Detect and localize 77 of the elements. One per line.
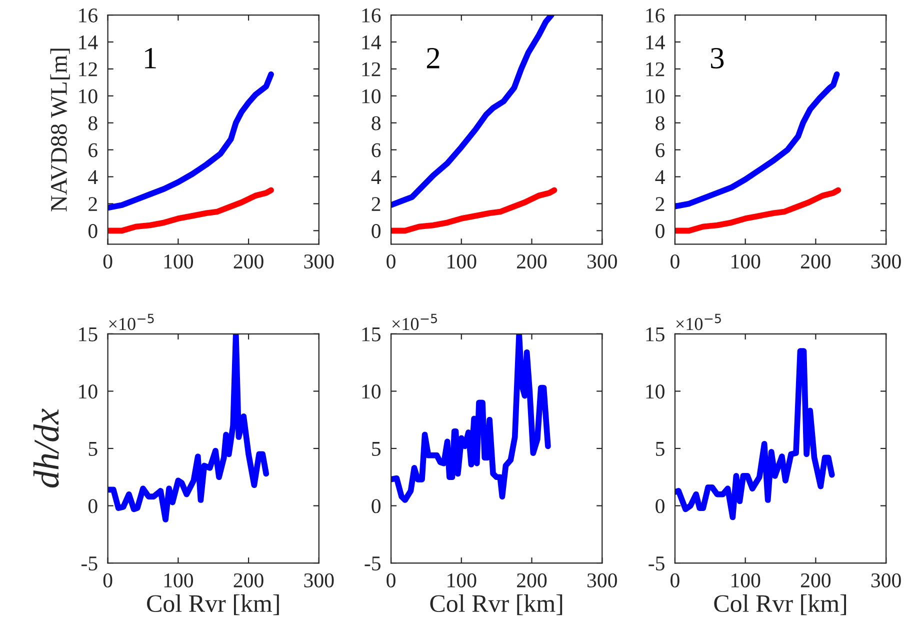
y-tick-label: -5 [82,556,98,570]
y-tick-label: 14 [362,35,381,50]
y-tick-label: 12 [362,62,380,76]
y-tick-label: 14 [79,35,98,50]
x-tick-label: 200 [800,573,831,588]
y-tick-label: 0 [656,224,664,238]
annotation: 1 [145,48,156,68]
x-tick-label: 0 [386,573,396,588]
x-tick-label: 0 [103,254,112,269]
y-tick-label: 10 [646,89,664,104]
x-tick-label: 200 [800,254,831,269]
text: ×10$^{−5}$ [392,314,437,330]
x-tick-label: 300 [871,573,901,588]
x-tick-label: 200 [234,573,264,588]
y-tick-label: 8 [88,116,98,130]
x-tick-label: 300 [304,573,334,588]
x-tick-label: 100 [732,573,760,588]
text: ×10$^{−5}$ [676,314,721,330]
y-tick-label: 0 [88,499,98,514]
y-tick-label: 4 [371,170,381,184]
y-tick-label: 5 [372,442,380,456]
x-tick-label: 300 [588,254,617,269]
y-tick-label: 4 [88,170,98,184]
y-tick-label: 16 [646,8,665,22]
y-tick-label: 4 [655,170,665,184]
y-tick-label: 0 [88,224,98,238]
y-tick-label: 5 [656,442,664,456]
x-tick-label: 0 [386,254,396,269]
y-tick-label: 10 [79,384,98,399]
y-tick-label: 15 [646,327,664,342]
y-tick-label: 6 [656,143,665,158]
y-tick-label: 6 [372,143,381,158]
y-tick-label: 10 [79,89,98,104]
y-tick-label: 0 [372,224,381,238]
x-axis-title: Col Rvr [km] [147,594,279,616]
x-tick-label: 300 [304,254,334,269]
y-tick-label: 14 [646,35,665,50]
y-tick-label: 16 [362,8,381,22]
x-axis-title: Col Rvr [km] [430,594,562,616]
y-tick-label: 2 [88,197,97,211]
y-tick-label: 15 [362,327,380,342]
annotation: 3 [711,48,724,68]
y-tick-label: 8 [372,116,381,130]
y-tick-label: 16 [79,8,98,22]
y-tick-label: 2 [656,197,664,211]
x-tick-label: 300 [588,573,617,588]
x-tick-label: 300 [871,254,901,269]
y-tick-label: 2 [372,197,380,211]
x-tick-label: 200 [234,254,264,269]
y-tick-label: -5 [364,556,380,570]
y-tick-label: 12 [646,62,664,76]
x-tick-label: 100 [448,573,476,588]
x-tick-label: 100 [732,254,760,269]
x-tick-label: 100 [164,573,194,588]
y-tick-label: 10 [362,384,381,399]
x-tick-label: 0 [670,254,680,269]
x-tick-label: 0 [670,573,680,588]
x-tick-label: 200 [517,254,547,269]
x-axis-title: Col Rvr [km] [714,594,846,616]
y-tick-label: 0 [372,499,381,514]
annotation: 2 [426,48,440,68]
y-tick-label: 6 [88,143,98,158]
y-axis-title: dh/dx [33,408,59,488]
y-tick-label: 0 [656,499,664,514]
text: ×10$^{−5}$ [109,314,154,330]
x-tick-label: 200 [517,573,547,588]
y-tick-label: 15 [79,327,98,342]
y-tick-label: 8 [656,116,664,130]
x-tick-label: 100 [164,254,194,269]
x-tick-label: 0 [103,573,112,588]
x-tick-label: 100 [448,254,476,269]
y-tick-label: 10 [362,89,381,104]
y-tick-label: 12 [79,62,97,76]
y-tick-label: 5 [88,442,98,456]
y-axis-title: NAVD88 WL[m] [50,48,70,212]
y-tick-label: -5 [648,556,664,570]
y-tick-label: 10 [646,384,664,399]
